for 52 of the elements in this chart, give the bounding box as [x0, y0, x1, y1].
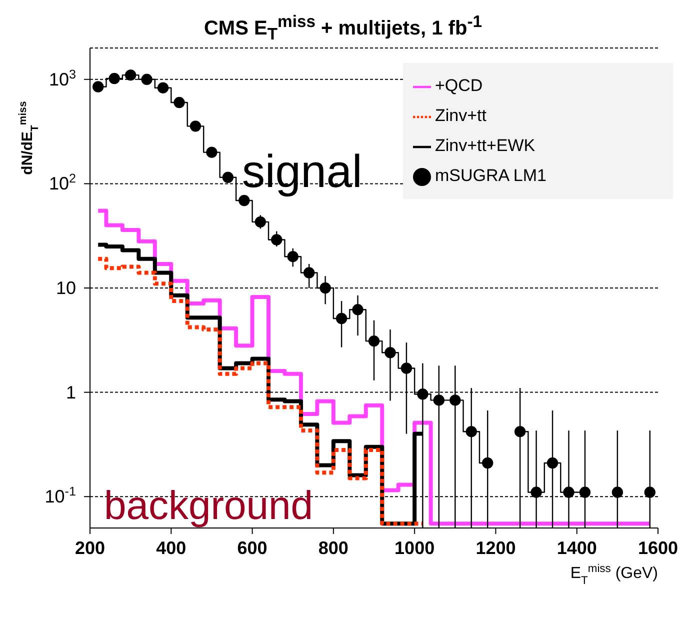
- annotation: signal: [242, 145, 362, 197]
- point: [546, 457, 558, 469]
- point: [287, 251, 298, 262]
- point: [336, 312, 348, 324]
- point: [514, 426, 526, 438]
- y-tick-label: 1: [66, 382, 76, 402]
- x-tick-label: 1400: [556, 538, 597, 558]
- point: [303, 267, 315, 278]
- point: [433, 394, 445, 406]
- point: [579, 486, 591, 498]
- point: [563, 486, 574, 498]
- point: [92, 81, 104, 92]
- x-tick-label: 200: [74, 538, 106, 558]
- point: [206, 146, 218, 158]
- y-tick-label: 10$^{2}$: [48, 172, 76, 194]
- annotation: background: [104, 484, 314, 528]
- legend-label: Zinv+tt+EWK: [435, 136, 536, 155]
- chart-title: CMS E$_{T}$$^{miss}$ + multijets, 1 fb$^{-1}$: [202, 12, 483, 45]
- x-tick-label: 1200: [476, 538, 516, 558]
- point: [417, 388, 428, 400]
- x-tick-label: 800: [318, 538, 348, 558]
- x-tick-label: 600: [237, 538, 268, 558]
- point: [222, 172, 234, 183]
- point: [352, 304, 364, 316]
- point: [108, 72, 120, 84]
- point: [157, 82, 169, 94]
- point: [384, 347, 396, 358]
- point: [190, 120, 202, 132]
- y-tick-label: 10$^{-1}$: [44, 484, 76, 507]
- point: [124, 69, 136, 81]
- point: [254, 216, 266, 228]
- y-tick-label: 10$^{3}$: [48, 67, 76, 90]
- point: [612, 486, 624, 498]
- y-tick-label: 10: [56, 278, 76, 298]
- x-tick-label: 400: [156, 538, 186, 558]
- x-tick-label: 1000: [394, 538, 435, 558]
- point: [466, 426, 477, 438]
- x-tick-label: 1600: [638, 538, 678, 558]
- point: [271, 234, 282, 246]
- x-axis-title: E$_{T}$$^{miss}$ (GeV): [570, 563, 658, 587]
- point: [174, 96, 185, 108]
- point: [141, 74, 152, 85]
- point: [320, 282, 331, 294]
- point: [644, 486, 656, 498]
- legend-label: +QCD: [435, 76, 483, 95]
- point: [368, 335, 380, 347]
- legend-label: mSUGRA LM1: [435, 166, 546, 185]
- point: [530, 486, 542, 498]
- legend-label: Zinv+tt: [435, 106, 486, 125]
- point: [450, 394, 461, 406]
- point: [482, 457, 494, 469]
- point: [400, 362, 412, 374]
